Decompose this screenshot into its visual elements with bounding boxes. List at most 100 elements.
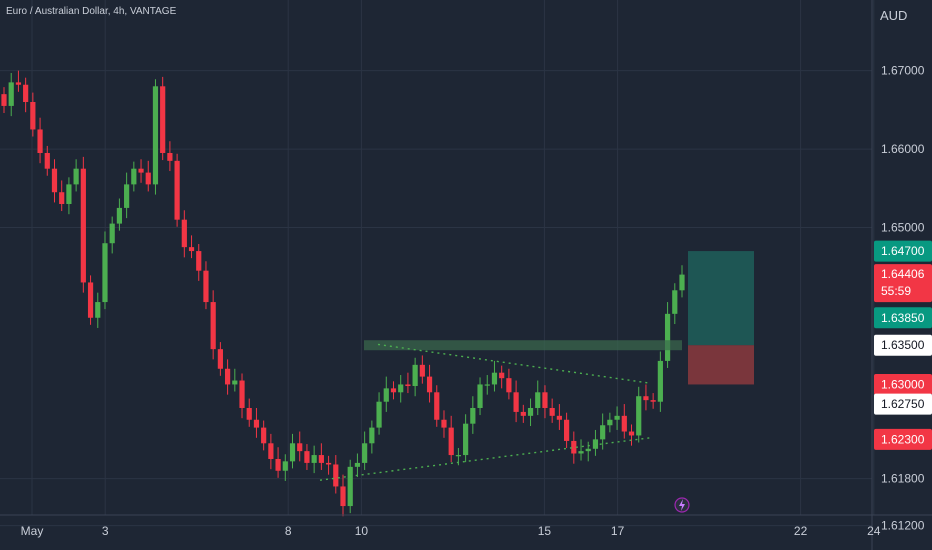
candle-body bbox=[282, 461, 288, 471]
candle-body bbox=[506, 378, 512, 393]
candle-body bbox=[138, 168, 144, 173]
x-tick-label: 17 bbox=[611, 524, 625, 538]
candle-body bbox=[448, 427, 454, 456]
candle-body bbox=[239, 380, 245, 408]
candle-body bbox=[369, 427, 375, 444]
candle-body bbox=[289, 443, 296, 462]
candle-body bbox=[124, 184, 130, 208]
candle-body bbox=[333, 464, 339, 487]
candle-body bbox=[152, 86, 159, 185]
price-badge bbox=[874, 240, 932, 262]
x-tick-label: 22 bbox=[794, 524, 808, 538]
x-tick-label: 24 bbox=[867, 524, 881, 538]
candle-body bbox=[217, 349, 223, 369]
x-tick-label: May bbox=[21, 524, 44, 538]
price-badge-label: 1.64406 bbox=[881, 267, 925, 281]
candle-body bbox=[441, 419, 447, 428]
candle-body bbox=[621, 415, 627, 432]
pattern-lower-trendline bbox=[319, 437, 651, 481]
candle-body bbox=[398, 384, 404, 393]
candle-body bbox=[80, 168, 86, 283]
candle-body bbox=[51, 168, 58, 193]
candle-body bbox=[102, 243, 108, 303]
candle-body bbox=[304, 451, 310, 463]
candle-body bbox=[210, 302, 216, 350]
candle-body bbox=[600, 425, 606, 440]
candle-body bbox=[66, 184, 72, 204]
candle-body bbox=[23, 84, 29, 102]
candle-body bbox=[174, 160, 180, 220]
candle-body bbox=[578, 451, 584, 454]
candle-body bbox=[657, 360, 663, 402]
price-badge-label: 1.62750 bbox=[881, 397, 925, 411]
price-badge-label: 1.62300 bbox=[881, 432, 925, 446]
candle-body bbox=[311, 455, 317, 463]
candle-body bbox=[527, 407, 534, 416]
candle-body bbox=[44, 152, 50, 169]
candle-body bbox=[246, 407, 252, 420]
candle-body bbox=[224, 368, 231, 385]
candle-body bbox=[95, 302, 101, 318]
candle-body bbox=[232, 380, 238, 385]
candle-body bbox=[556, 415, 562, 420]
candle-body bbox=[318, 455, 324, 463]
price-axis-currency: AUD bbox=[880, 8, 907, 23]
y-tick-label: 1.66000 bbox=[881, 142, 925, 156]
candle-body bbox=[131, 168, 137, 185]
candle-body bbox=[664, 313, 671, 361]
candle-body bbox=[340, 486, 346, 507]
candle-body bbox=[59, 192, 65, 204]
candle-body bbox=[15, 82, 22, 85]
candle-body bbox=[491, 372, 498, 385]
candle-body bbox=[297, 443, 303, 452]
candle-body bbox=[116, 207, 123, 224]
candle-body bbox=[354, 462, 361, 467]
candle-body bbox=[30, 101, 36, 130]
x-tick-label: 15 bbox=[538, 524, 552, 538]
position-target-zone bbox=[688, 251, 754, 346]
candle-body bbox=[275, 458, 281, 471]
candle-body bbox=[477, 384, 483, 408]
candle-body bbox=[145, 172, 151, 185]
candle-body bbox=[571, 440, 577, 454]
candle-body bbox=[390, 388, 397, 393]
price-badge bbox=[874, 428, 932, 450]
candle-body bbox=[8, 82, 14, 106]
candle-body bbox=[585, 448, 591, 452]
candle-body bbox=[109, 223, 115, 244]
candle-body bbox=[434, 392, 440, 420]
candle-body bbox=[261, 427, 267, 444]
candle-body bbox=[563, 419, 570, 441]
candle-body bbox=[325, 462, 332, 465]
x-tick-label: 10 bbox=[355, 524, 369, 538]
candle-body bbox=[628, 431, 635, 436]
y-tick-label: 1.67000 bbox=[881, 64, 925, 78]
candle-body bbox=[513, 392, 519, 412]
candle-body bbox=[268, 443, 274, 459]
y-tick-label: 1.61200 bbox=[881, 519, 925, 533]
candle-body bbox=[426, 376, 433, 393]
candle-body bbox=[419, 364, 425, 377]
candle-body bbox=[167, 152, 173, 161]
candle-body bbox=[535, 392, 541, 408]
candle-body bbox=[203, 270, 209, 303]
candle-body bbox=[412, 364, 418, 387]
price-badge-label: 1.63000 bbox=[881, 377, 925, 391]
candle-body bbox=[196, 251, 202, 271]
candle-body bbox=[181, 219, 187, 248]
price-badge-label: 1.63500 bbox=[881, 338, 925, 352]
candle-body bbox=[542, 392, 548, 408]
candle-body bbox=[73, 168, 79, 185]
position-stop-zone bbox=[688, 345, 754, 385]
candle-body bbox=[376, 401, 382, 428]
x-tick-label: 3 bbox=[102, 524, 109, 538]
y-tick-label: 1.65000 bbox=[881, 221, 925, 235]
price-badge bbox=[874, 373, 932, 395]
candle-body bbox=[549, 407, 555, 416]
countdown-label: 55:59 bbox=[881, 284, 911, 298]
candle-body bbox=[362, 443, 368, 463]
price-badge bbox=[874, 393, 932, 415]
